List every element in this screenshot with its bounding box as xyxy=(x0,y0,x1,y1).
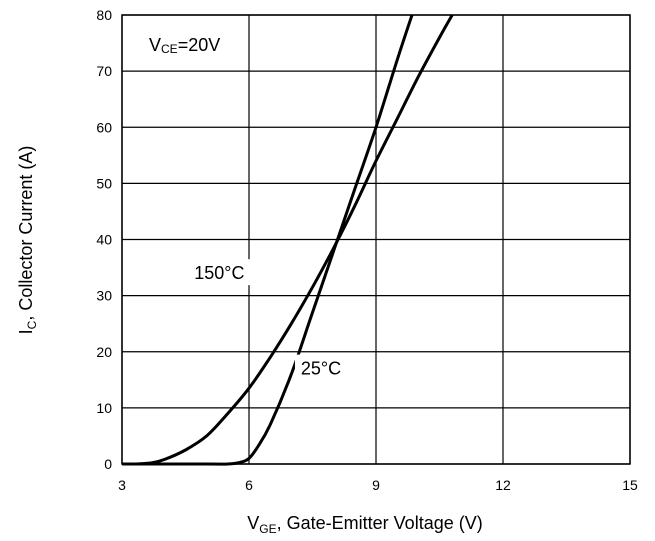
x-tick-labels: 3 6 9 12 15 xyxy=(118,477,638,493)
y-tick-label: 60 xyxy=(96,119,112,135)
y-tick-label: 30 xyxy=(96,288,112,304)
grid-lines xyxy=(121,14,631,465)
y-tick-labels: 0 10 20 30 40 50 60 70 80 xyxy=(96,7,112,472)
y-tick-label: 50 xyxy=(96,175,112,191)
x-tick-label: 15 xyxy=(622,477,638,493)
y-tick-label: 80 xyxy=(96,7,112,23)
x-tick-label: 12 xyxy=(495,477,511,493)
x-tick-label: 9 xyxy=(372,477,380,493)
annotation-label: 25°C xyxy=(301,359,341,379)
curve-150CC xyxy=(134,14,454,466)
y-axis-title: IC, Collector Current (A) xyxy=(16,146,39,335)
y-tick-label: 10 xyxy=(96,400,112,416)
y-tick-label: 20 xyxy=(96,344,112,360)
annotation-background xyxy=(188,259,251,286)
y-tick-label: 40 xyxy=(96,232,112,248)
annotations: 150°C 25°C xyxy=(188,259,347,381)
annotation-label: 150°C xyxy=(194,263,244,283)
y-tick-label: 70 xyxy=(96,63,112,79)
x-tick-label: 6 xyxy=(245,477,253,493)
x-axis-title: VGE, Gate-Emitter Voltage (V) xyxy=(247,513,482,536)
test-condition-label: VCE=20V xyxy=(149,35,220,56)
y-tick-label: 0 xyxy=(104,456,112,472)
x-tick-label: 3 xyxy=(118,477,126,493)
plot-frame xyxy=(121,14,631,465)
annotation-background xyxy=(294,354,347,381)
